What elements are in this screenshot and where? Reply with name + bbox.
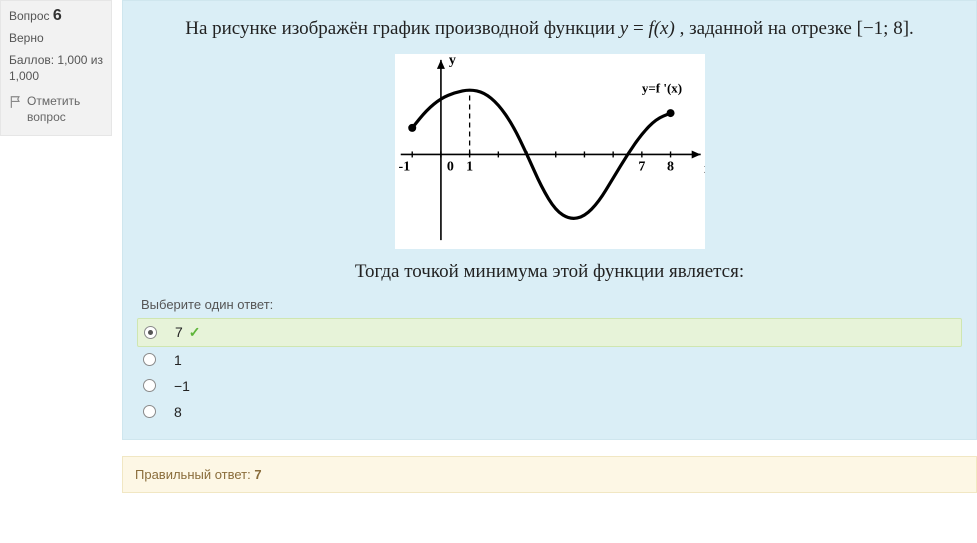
question-score: Баллов: 1,000 из 1,000 <box>9 53 103 84</box>
svg-text:x: x <box>704 161 705 176</box>
feedback-prefix: Правильный ответ: <box>135 467 254 482</box>
qtext-lhs: y <box>620 18 628 39</box>
answer-option[interactable]: 1 <box>137 347 962 373</box>
feedback-value: 7 <box>254 467 261 482</box>
flag-question-link[interactable]: Отметить вопрос <box>9 94 103 125</box>
check-icon: ✓ <box>189 324 201 341</box>
question-number: Вопрос 6 <box>9 7 103 25</box>
svg-text:7: 7 <box>638 159 645 174</box>
question-box: На рисунке изображён график производной … <box>122 0 977 440</box>
question-container: Вопрос 6 Верно Баллов: 1,000 из 1,000 От… <box>0 0 977 493</box>
question-number-value: 6 <box>53 7 62 24</box>
svg-text:8: 8 <box>667 159 674 174</box>
question-state: Верно <box>9 31 103 45</box>
derivative-graph: 01 7 8 -1 x y y=f '(x) <box>395 54 705 249</box>
answer-prompt: Выберите один ответ: <box>141 297 962 312</box>
question-followup: Тогда точкой минимума этой функции являе… <box>137 261 962 283</box>
svg-text:1: 1 <box>466 159 473 174</box>
qtext-pre: На рисунке изображён график производной … <box>185 18 620 39</box>
radio-icon[interactable] <box>144 326 157 339</box>
radio-icon[interactable] <box>143 379 156 392</box>
answer-option[interactable]: 7✓ <box>137 318 962 347</box>
answer-option[interactable]: 8 <box>137 399 962 425</box>
question-text: На рисунке изображён график производной … <box>137 15 962 44</box>
flag-label: Отметить вопрос <box>27 94 103 125</box>
qtext-interval: [−1; 8] <box>857 18 909 39</box>
question-label: Вопрос <box>9 9 50 23</box>
svg-text:0: 0 <box>446 159 453 174</box>
svg-text:y: y <box>448 54 455 68</box>
qtext-period: . <box>909 18 914 39</box>
svg-text:y=f '(x): y=f '(x) <box>641 80 681 95</box>
feedback-box: Правильный ответ: 7 <box>122 456 977 493</box>
answer-label: 1 <box>174 352 182 368</box>
answer-option[interactable]: −1 <box>137 373 962 399</box>
radio-icon[interactable] <box>143 353 156 366</box>
question-main: На рисунке изображён график производной … <box>112 0 977 493</box>
answer-label: 7 <box>175 324 183 340</box>
answer-label: 8 <box>174 404 182 420</box>
qtext-rhs: f(x) <box>648 18 674 39</box>
qtext-mid: , заданной на отрезке <box>680 18 857 39</box>
answer-label: −1 <box>174 378 190 394</box>
svg-text:-1: -1 <box>398 159 410 174</box>
qtext-eq: = <box>628 18 648 39</box>
flag-icon <box>9 95 23 109</box>
radio-icon[interactable] <box>143 405 156 418</box>
answer-options: 7✓1−18 <box>137 318 962 425</box>
question-sidebar: Вопрос 6 Верно Баллов: 1,000 из 1,000 От… <box>0 0 112 136</box>
